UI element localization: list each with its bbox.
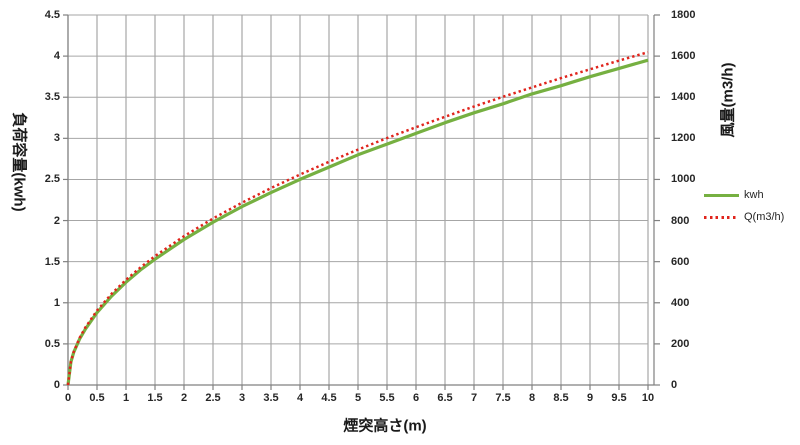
x-tick-label: 7.5 (495, 392, 511, 404)
y-left-tick-label: 1.5 (44, 255, 60, 268)
x-tick-label: 9.5 (611, 392, 627, 404)
legend-entry-kwh: kwh (704, 189, 784, 202)
y-left-tick-label: 3.5 (44, 91, 60, 104)
y-right-tick-label: 200 (671, 337, 690, 350)
y-right-tick-label: 0 (671, 379, 678, 391)
y-left-tick-label: 3 (53, 132, 60, 145)
x-axis-title: 煙突高さ(m) (343, 417, 427, 435)
legend-q-dotted-line-swatch (704, 216, 739, 219)
legend: kwh Q(m3/h) (704, 189, 784, 224)
x-tick-label: 2 (180, 392, 188, 404)
y-left-tick-label: 4.5 (44, 9, 60, 21)
x-tick-label: 4.5 (321, 392, 337, 404)
x-tick-label: 3.5 (263, 392, 279, 404)
x-tick-label: 0 (64, 392, 72, 404)
x-tick-label: 6.5 (437, 392, 453, 404)
x-tick-label: 2.5 (205, 392, 221, 404)
y-left-tick-label: 4 (53, 50, 60, 63)
left-y-axis-title: 負荷容量(kwh) (10, 112, 28, 212)
y-left-tick-label: 2.5 (44, 173, 60, 186)
y-left-tick-label: 2 (53, 214, 60, 227)
legend-kwh-label: kwh (744, 189, 764, 201)
x-tick-label: 10 (641, 392, 655, 404)
y-right-tick-label: 600 (671, 255, 690, 268)
x-tick-label: 5.5 (379, 392, 395, 404)
y-left-tick-label: 0 (53, 379, 60, 391)
y-right-tick-label: 1400 (671, 91, 696, 104)
y-right-tick-label: 1000 (671, 173, 696, 186)
y-left-tick-label: 0.5 (44, 337, 60, 350)
x-tick-label: 5 (354, 392, 362, 404)
x-tick-label: 8 (528, 392, 536, 404)
x-tick-label: 7 (470, 392, 478, 404)
y-right-tick-label: 1800 (671, 9, 696, 21)
legend-q-label: Q(m3/h) (744, 211, 785, 223)
x-tick-label: 3 (238, 392, 246, 404)
legend-kwh-solid-line-swatch (704, 194, 739, 197)
x-tick-label: 1.5 (147, 392, 163, 404)
y-right-tick-label: 400 (671, 296, 690, 309)
legend-entry-q: Q(m3/h) (704, 211, 784, 224)
x-tick-label: 9 (586, 392, 594, 404)
x-tick-label: 4 (296, 392, 304, 404)
y-right-tick-label: 1200 (671, 132, 696, 145)
x-tick-label: 0.5 (89, 392, 105, 404)
x-tick-label: 8.5 (553, 392, 569, 404)
y-left-tick-label: 1 (53, 296, 60, 309)
y-right-tick-label: 800 (671, 214, 690, 227)
x-tick-label: 6 (412, 392, 420, 404)
y-right-tick-label: 1600 (671, 50, 696, 63)
x-tick-label: 1 (122, 392, 130, 404)
right-y-axis-title: 風量(m3/h) (719, 62, 737, 138)
